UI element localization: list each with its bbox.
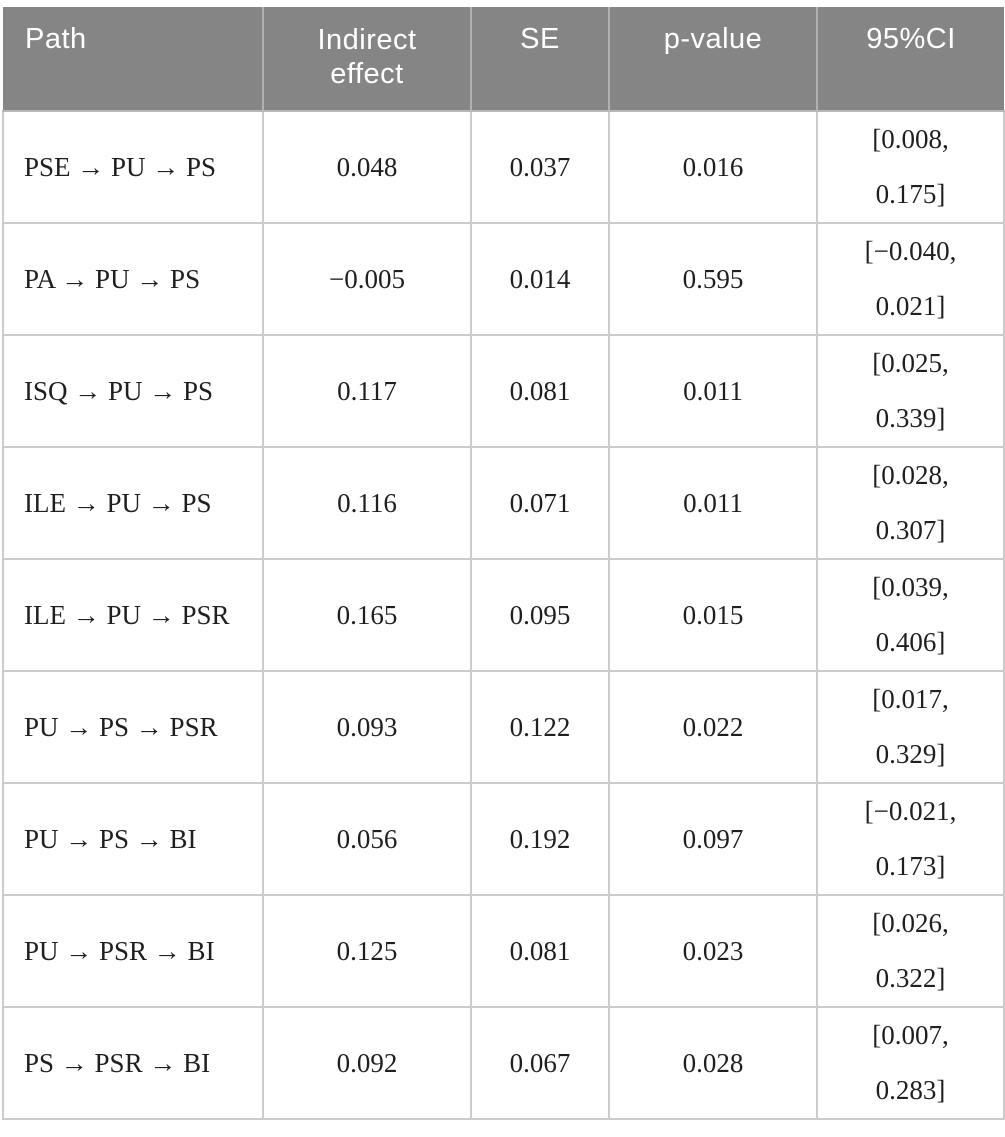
se-cell: 0.071 (470, 446, 610, 560)
ci-line: [0.025, (872, 348, 949, 378)
se-cell: 0.081 (470, 894, 610, 1008)
se-cell: 0.095 (470, 558, 610, 672)
ci-cell: [0.017, 0.329] (816, 670, 1005, 784)
table-row: ISQ → PU → PS 0.117 0.081 0.011 [0.025, 0.339… (2, 334, 1005, 448)
table-body: PSE → PU → PS 0.048 0.037 0.016 [0.008, 0.175… (2, 110, 1005, 1120)
path-cell: ILE → PU → PS (2, 446, 264, 560)
header-row: Path Indirect effect SE p-value 95%CI (3, 7, 1004, 112)
ci-line: [0.028, (872, 460, 949, 490)
se-cell: 0.067 (470, 1006, 610, 1120)
p-value-cell: 0.011 (608, 446, 818, 560)
ci-cell: [0.008, 0.175] (816, 110, 1005, 224)
path-cell: PS → PSR → BI (2, 1006, 264, 1120)
ci-cell: [0.026, 0.322] (816, 894, 1005, 1008)
p-value-cell: 0.097 (608, 782, 818, 896)
col-header-p-value: p-value (609, 7, 818, 112)
indirect-effect-cell: 0.092 (262, 1006, 472, 1120)
indirect-effect-cell: 0.056 (262, 782, 472, 896)
se-cell: 0.014 (470, 222, 610, 336)
ci-cell: [−0.040, 0.021] (816, 222, 1005, 336)
p-value-cell: 0.011 (608, 334, 818, 448)
table-row: PS → PSR → BI 0.092 0.067 0.028 [0.007, 0.283… (2, 1006, 1005, 1120)
path-cell: PSE → PU → PS (2, 110, 264, 224)
table-row: ILE → PU → PS 0.116 0.071 0.011 [0.028, 0.307… (2, 446, 1005, 560)
ci-line: 0.339] (875, 403, 946, 433)
table-row: PU → PS → PSR 0.093 0.122 0.022 [0.017, 0.329… (2, 670, 1005, 784)
indirect-effect-cell: 0.093 (262, 670, 472, 784)
table-row: ILE → PU → PSR 0.165 0.095 0.015 [0.039, 0.40… (2, 558, 1005, 672)
path-cell: PU → PSR → BI (2, 894, 264, 1008)
path-cell: ILE → PU → PSR (2, 558, 264, 672)
p-value-cell: 0.023 (608, 894, 818, 1008)
ci-line: 0.175] (875, 179, 946, 209)
ci-cell: [0.025, 0.339] (816, 334, 1005, 448)
path-cell: PU → PS → BI (2, 782, 264, 896)
se-cell: 0.122 (470, 670, 610, 784)
ci-line: [0.017, (872, 684, 949, 714)
ci-line: 0.283] (875, 1075, 946, 1105)
table-header: Path Indirect effect SE p-value 95%CI (3, 7, 1004, 112)
table-row: PSE → PU → PS 0.048 0.037 0.016 [0.008, 0.175… (2, 110, 1005, 224)
ci-cell: [0.007, 0.283] (816, 1006, 1005, 1120)
indirect-effect-cell: 0.125 (262, 894, 472, 1008)
path-cell: ISQ → PU → PS (2, 334, 264, 448)
ci-line: 0.173] (875, 851, 946, 881)
ci-cell: [0.039, 0.406] (816, 558, 1005, 672)
indirect-effects-table-wrap: Path Indirect effect SE p-value 95%CI PS… (2, 7, 1005, 1120)
ci-line: [0.026, (872, 908, 949, 938)
col-header-se: SE (471, 7, 610, 112)
ci-line: [−0.040, (864, 236, 957, 266)
indirect-effect-cell: 0.116 (262, 446, 472, 560)
col-header-indirect-effect: Indirect effect (263, 7, 472, 112)
ci-line: 0.322] (875, 963, 946, 993)
indirect-effects-table: Path Indirect effect SE p-value 95%CI PS… (2, 7, 1005, 1120)
se-cell: 0.037 (470, 110, 610, 224)
ci-line: [0.007, (872, 1020, 949, 1050)
table-row: PU → PSR → BI 0.125 0.081 0.023 [0.026, 0.322… (2, 894, 1005, 1008)
ci-cell: [0.028, 0.307] (816, 446, 1005, 560)
p-value-cell: 0.022 (608, 670, 818, 784)
p-value-cell: 0.028 (608, 1006, 818, 1120)
col-header-indirect-effect-label: Indirect effect (317, 24, 417, 90)
ci-line: [0.039, (872, 572, 949, 602)
path-cell: PA → PU → PS (2, 222, 264, 336)
ci-line: 0.307] (875, 515, 946, 545)
se-cell: 0.192 (470, 782, 610, 896)
path-cell: PU → PS → PSR (2, 670, 264, 784)
p-value-cell: 0.015 (608, 558, 818, 672)
ci-line: 0.021] (875, 291, 946, 321)
table-row: PU → PS → BI 0.056 0.192 0.097 [−0.021, 0.173… (2, 782, 1005, 896)
se-cell: 0.081 (470, 334, 610, 448)
p-value-cell: 0.595 (608, 222, 818, 336)
table-row: PA → PU → PS −0.005 0.014 0.595 [−0.040, 0.02… (2, 222, 1005, 336)
indirect-effect-cell: −0.005 (262, 222, 472, 336)
indirect-effect-cell: 0.117 (262, 334, 472, 448)
indirect-effect-cell: 0.048 (262, 110, 472, 224)
ci-line: [0.008, (872, 124, 949, 154)
ci-line: 0.406] (875, 627, 946, 657)
col-header-path: Path (3, 7, 264, 112)
ci-line: 0.329] (875, 739, 946, 769)
col-header-95ci: 95%CI (817, 7, 1004, 112)
ci-cell: [−0.021, 0.173] (816, 782, 1005, 896)
ci-line: [−0.021, (864, 796, 957, 826)
indirect-effect-cell: 0.165 (262, 558, 472, 672)
p-value-cell: 0.016 (608, 110, 818, 224)
